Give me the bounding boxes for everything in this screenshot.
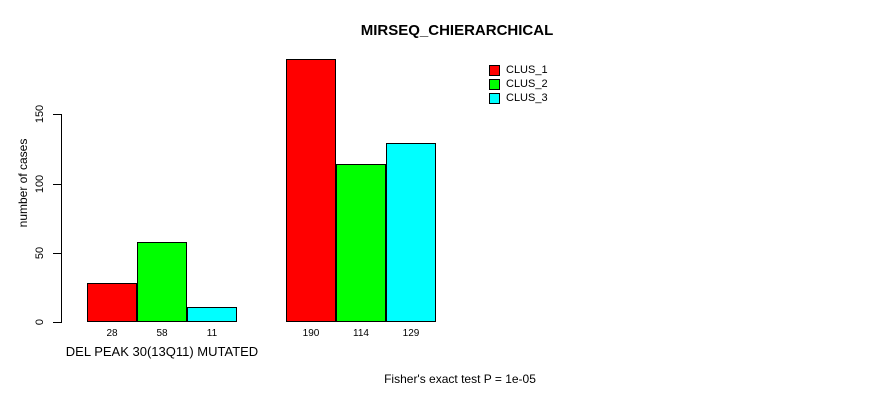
bar-value-label: 28: [106, 328, 118, 339]
bar-clus_3: [386, 143, 436, 322]
bar-value-label: 11: [206, 328, 218, 339]
y-axis-tick: [53, 322, 61, 323]
legend-item: CLUS_2: [489, 79, 548, 90]
y-axis-tick-label: 50: [34, 246, 46, 260]
legend-swatch: [489, 65, 500, 76]
x-axis-group-label: DEL PEAK 30(13Q11) MUTATED: [65, 344, 259, 359]
bar-clus_2: [336, 164, 386, 322]
legend-label: CLUS_1: [506, 64, 548, 76]
y-axis-tick: [53, 184, 61, 185]
bar-value-label: 114: [353, 328, 369, 339]
y-axis-tick-label: 150: [34, 104, 46, 124]
legend-item: CLUS_1: [489, 65, 548, 76]
bar-clus_3: [187, 307, 237, 322]
y-axis-tick: [53, 114, 61, 115]
legend-label: CLUS_2: [506, 78, 548, 90]
y-axis-label: number of cases: [16, 138, 30, 228]
legend-swatch: [489, 79, 500, 90]
y-axis-line: [61, 114, 62, 323]
bar-value-label: 58: [156, 328, 168, 339]
annotation-text: Fisher's exact test P = 1e-05: [384, 372, 536, 386]
bar-value-label: 129: [402, 328, 420, 339]
y-axis-tick-label: 100: [34, 174, 46, 194]
y-axis-tick-label: 0: [34, 318, 46, 326]
bar-clus_1: [286, 59, 336, 322]
legend-label: CLUS_3: [506, 92, 548, 104]
legend-item: CLUS_3: [489, 93, 548, 104]
bar-clus_2: [137, 242, 187, 322]
y-axis-tick: [53, 253, 61, 254]
bar-clus_1: [87, 283, 137, 322]
bar-value-label: 190: [302, 328, 320, 339]
legend-swatch: [489, 93, 500, 104]
legend: CLUS_1 CLUS_2 CLUS_3: [489, 65, 548, 104]
chart-title: MIRSEQ_CHIERARCHICAL: [360, 22, 554, 39]
